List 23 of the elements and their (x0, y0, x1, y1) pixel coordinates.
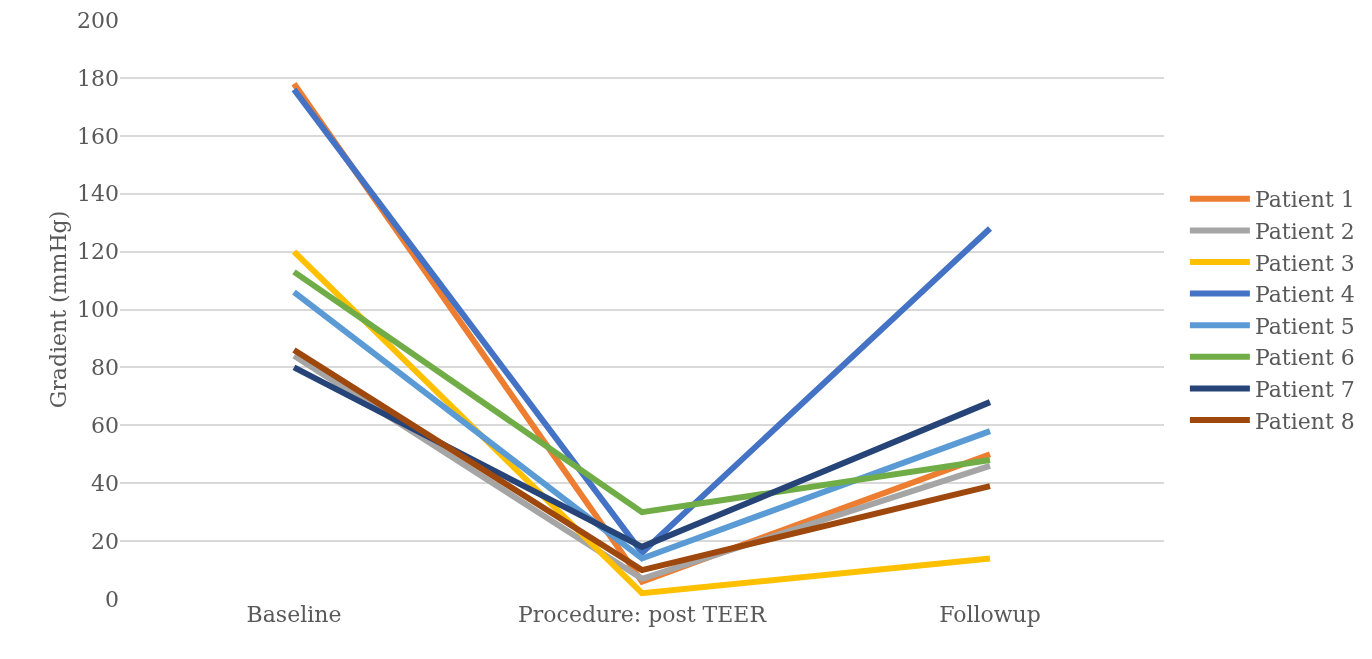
y-tick-label: 200 (77, 7, 119, 33)
legend-label: Patient 3 (1254, 250, 1355, 276)
x-tick-label: Baseline (246, 602, 342, 627)
y-axis-title: Gradient (mmHg) (46, 210, 71, 409)
y-tick-label: 140 (77, 181, 119, 207)
y-tick-label: 60 (91, 413, 119, 438)
x-tick-label: Procedure: post TEER (518, 602, 768, 627)
y-tick-label: 20 (91, 528, 119, 554)
legend-label: Patient 6 (1254, 345, 1355, 371)
y-tick-label: 100 (77, 297, 119, 323)
y-tick-label: 160 (77, 123, 119, 149)
legend-label: Patient 8 (1254, 408, 1355, 434)
legend-label: Patient 5 (1254, 313, 1355, 339)
y-tick-label: 120 (77, 239, 119, 265)
y-tick-label: 80 (91, 355, 119, 381)
legend-label: Patient 4 (1254, 282, 1355, 308)
y-tick-label: 0 (105, 586, 119, 612)
legend-label: Patient 2 (1254, 218, 1355, 244)
legend-label: Patient 7 (1254, 376, 1355, 402)
x-tick-label: Followup (939, 602, 1041, 627)
legend-label: Patient 1 (1254, 187, 1355, 213)
y-tick-label: 40 (91, 470, 119, 496)
y-tick-label: 180 (77, 65, 119, 91)
